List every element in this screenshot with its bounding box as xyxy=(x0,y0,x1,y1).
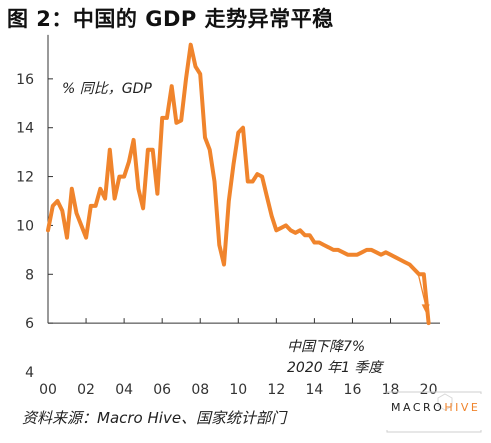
x-tick-label: 14 xyxy=(305,382,323,398)
x-tick-label: 04 xyxy=(115,382,133,398)
x-tick-label: 08 xyxy=(191,382,209,398)
source-note: 资料来源：Macro Hive、国家统计部门 xyxy=(22,407,286,428)
annotation-line1: 中国下降7% xyxy=(287,339,365,355)
x-tick-label: 02 xyxy=(77,382,95,398)
y-tick-label: 8 xyxy=(25,267,34,283)
macro-hive-logo: MACROHIVE xyxy=(385,391,485,433)
annotation-line2: 2020 年1 季度 xyxy=(287,360,384,376)
y-tick-label: 10 xyxy=(16,218,34,234)
x-tick-label: 00 xyxy=(39,382,57,398)
y-tick-label: 14 xyxy=(16,121,34,137)
x-tick-label: 10 xyxy=(229,382,247,398)
y-tick-label: 4 xyxy=(25,365,34,381)
x-tick-label: 12 xyxy=(267,382,285,398)
logo-macro: MACRO xyxy=(391,401,444,414)
y-tick-label: 6 xyxy=(25,316,34,332)
y-tick-label: 12 xyxy=(16,170,34,186)
y-tick-label: 16 xyxy=(16,72,34,88)
logo-hive: HIVE xyxy=(444,401,480,414)
x-tick-label: 06 xyxy=(153,382,171,398)
y-axis-label: % 同比，GDP xyxy=(62,81,152,97)
logo-text: MACROHIVE xyxy=(391,401,480,414)
x-tick-label: 16 xyxy=(344,382,362,398)
annotation-layer: 中国下降7% 2020 年1 季度 xyxy=(287,271,430,376)
